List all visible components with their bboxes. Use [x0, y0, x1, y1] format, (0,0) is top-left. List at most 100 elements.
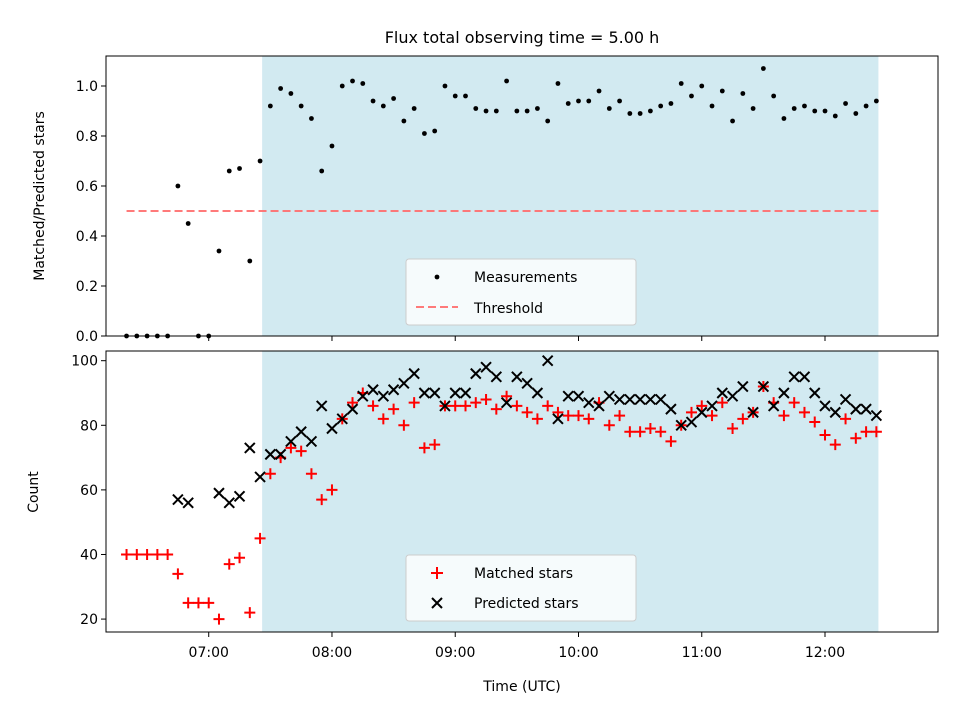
measurement-point	[514, 108, 520, 114]
y-tick-label: 20	[80, 612, 98, 628]
matched-stars-point	[162, 548, 174, 560]
measurements-legend-marker	[434, 274, 440, 280]
measurement-point	[278, 86, 284, 91]
measurement-point	[350, 78, 355, 84]
y-tick-label: 0.4	[76, 229, 98, 245]
predicted-stars-point	[315, 400, 328, 412]
measurement-point	[647, 108, 653, 114]
matched-stars-point	[860, 426, 872, 438]
measurement-point	[339, 83, 345, 89]
measurement-point	[442, 83, 448, 89]
measurement-point	[185, 221, 191, 226]
predicted-stars-point	[418, 387, 431, 399]
matched-stars-point	[644, 423, 656, 435]
measurement-point	[545, 118, 551, 124]
measurement-point	[699, 83, 705, 89]
measurement-point	[802, 103, 807, 109]
predicted-stars-point	[778, 387, 790, 399]
matched-stars-point	[234, 552, 246, 564]
predicted-stars-point	[531, 387, 544, 399]
predicted-stars-point	[809, 387, 821, 399]
predicted-stars-point	[500, 396, 513, 409]
matched-stars-point	[531, 413, 543, 425]
measurement-point	[391, 96, 397, 101]
bottom-y-axis-label: Count	[26, 471, 42, 513]
measurement-point	[678, 81, 684, 86]
measurement-point	[247, 258, 253, 264]
top-y-axis-label: Matched/Predicted stars	[32, 111, 48, 281]
predicted-stars-point	[562, 390, 574, 402]
measurement-point	[576, 98, 581, 104]
measurement-point	[226, 168, 232, 174]
y-tick-label: 100	[71, 354, 98, 370]
matched-stars-point	[819, 429, 831, 441]
predicted-stars-point	[274, 448, 287, 461]
x-tick-label: 07:00	[189, 645, 229, 661]
predicted-stars-point	[696, 406, 708, 419]
matched-stars-point	[203, 597, 215, 609]
measurement-point	[658, 103, 664, 109]
measurement-point	[781, 116, 787, 121]
matched-stars-point	[572, 410, 584, 422]
measurement-point	[719, 88, 725, 94]
matched-stars-point	[347, 397, 359, 409]
matched-stars-point	[809, 416, 821, 428]
matched-stars-point	[511, 400, 523, 412]
measurement-point	[771, 93, 777, 99]
matched-stars-point	[850, 432, 862, 444]
predicted-stars-point	[377, 390, 390, 402]
measurement-point	[565, 101, 571, 106]
matched-stars-point	[829, 439, 841, 451]
matched-stars-point	[603, 419, 615, 431]
matched-stars-point	[377, 413, 389, 425]
matched-stars-point	[460, 400, 472, 412]
measurement-point	[822, 108, 828, 114]
measurement-point	[288, 91, 294, 96]
matched-stars-point	[131, 548, 143, 560]
predicted-stars-point	[172, 493, 184, 506]
matched-stars-point	[634, 426, 646, 438]
matched-stars-point	[716, 397, 728, 409]
predicted-stars-point	[829, 406, 841, 419]
matched-stars-point	[285, 442, 297, 454]
matched-stars-point	[182, 597, 194, 609]
measurement-point	[627, 111, 633, 116]
predicted-stars-legend-marker	[431, 597, 443, 609]
matched-stars-point	[192, 597, 204, 609]
measurement-point	[422, 131, 427, 136]
matched-stars-point	[151, 548, 163, 560]
measurement-point	[411, 106, 417, 111]
predicted-stars-point	[223, 497, 235, 509]
matched-stars-point	[213, 613, 225, 625]
matched-stars-point	[696, 400, 708, 412]
measurement-point	[432, 128, 438, 134]
matched-stars-point	[840, 413, 852, 425]
predicted-stars-point	[706, 400, 718, 412]
predicted-stars-point	[870, 409, 883, 422]
predicted-stars-point	[439, 400, 451, 412]
predicted-stars-legend-label: Predicted stars	[474, 596, 579, 612]
bottom-plot-frame	[105, 350, 939, 633]
y-tick-label: 80	[80, 418, 98, 434]
measurement-point	[309, 116, 314, 121]
measurement-point	[760, 66, 766, 71]
matched-stars-point	[583, 413, 595, 425]
top-panel: 0.0 0.2 0.4 0.6 0.8 1.0 Flux total observing …	[32, 28, 939, 345]
measurement-point	[370, 98, 376, 104]
matched-stars-point	[490, 403, 502, 415]
matched-stars-legend-label: Matched stars	[474, 566, 573, 582]
predicted-stars-point	[788, 371, 800, 383]
measurement-point	[463, 93, 468, 99]
predicted-stars-point	[541, 354, 554, 367]
measurement-point	[606, 106, 612, 111]
x-tick-label: 11:00	[682, 645, 722, 661]
measurement-point	[596, 88, 602, 94]
predicted-stars-point	[798, 371, 811, 383]
matched-stars-point	[655, 426, 667, 438]
predicted-stars-point	[860, 403, 872, 415]
measurement-point	[668, 101, 674, 106]
measurement-point	[535, 106, 540, 111]
matched-stars-point	[367, 400, 379, 412]
measurement-point	[689, 93, 694, 99]
